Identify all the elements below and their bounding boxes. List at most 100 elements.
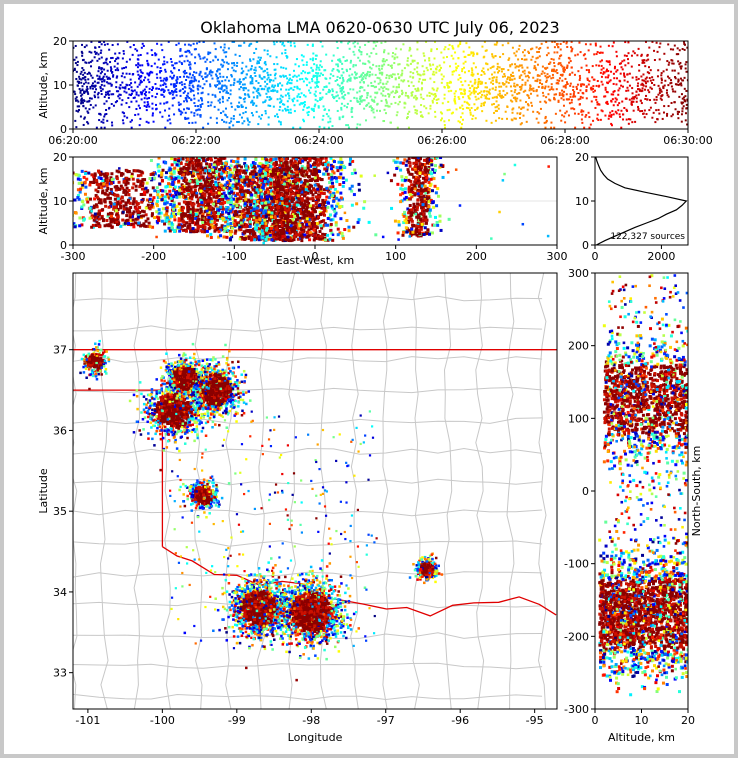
time-height-point bbox=[335, 63, 338, 66]
time-height-point bbox=[482, 56, 485, 59]
time-height-point bbox=[525, 58, 528, 61]
time-height-point bbox=[640, 75, 643, 78]
time-height-point bbox=[398, 63, 401, 66]
time-height-point bbox=[289, 87, 292, 90]
time-height-point bbox=[495, 78, 498, 81]
east-west-point bbox=[195, 192, 199, 196]
time-height-point bbox=[247, 93, 250, 96]
east-west-point bbox=[95, 182, 99, 186]
time-height-point bbox=[117, 90, 120, 93]
east-west-point bbox=[101, 184, 105, 188]
time-height-point bbox=[115, 81, 118, 84]
time-height-point bbox=[332, 68, 335, 71]
time-height-point bbox=[100, 120, 103, 123]
time-height-point bbox=[208, 71, 211, 74]
time-height-point bbox=[607, 70, 610, 73]
time-height-point bbox=[74, 62, 77, 65]
time-height-point bbox=[338, 118, 341, 121]
east-west-point bbox=[213, 220, 217, 224]
east-west-point bbox=[131, 218, 135, 222]
time-height-point bbox=[160, 79, 163, 82]
time-height-point bbox=[290, 79, 293, 82]
time-height-point bbox=[412, 96, 415, 99]
east-west-point bbox=[114, 204, 118, 208]
time-height-point bbox=[316, 72, 319, 75]
east-west-point bbox=[112, 202, 116, 206]
time-height-point bbox=[411, 94, 414, 97]
time-height-point bbox=[267, 123, 270, 126]
east-west-point bbox=[160, 219, 164, 223]
time-height-point bbox=[198, 41, 201, 43]
time-height-point bbox=[323, 86, 326, 89]
time-height-point bbox=[236, 61, 239, 64]
time-height-point bbox=[641, 110, 644, 113]
time-height-point bbox=[312, 108, 315, 111]
time-height-point bbox=[552, 88, 555, 91]
time-height-point bbox=[155, 73, 158, 76]
time-height-point bbox=[375, 52, 378, 55]
time-height-point bbox=[362, 81, 365, 84]
time-height-point bbox=[520, 122, 523, 125]
time-height-point bbox=[589, 43, 592, 46]
east-west-point bbox=[219, 228, 223, 232]
time-height-point bbox=[670, 115, 673, 118]
time-height-point bbox=[632, 97, 635, 100]
time-height-point bbox=[247, 69, 250, 72]
east-west-point bbox=[109, 187, 113, 191]
time-height-point bbox=[359, 95, 362, 98]
time-height-point bbox=[339, 87, 342, 90]
time-height-point bbox=[596, 101, 599, 104]
east-west-point bbox=[106, 196, 110, 200]
time-height-point bbox=[626, 73, 629, 76]
time-height-point bbox=[258, 66, 261, 69]
time-height-point bbox=[445, 55, 448, 58]
time-height-point bbox=[276, 115, 279, 118]
time-height-point bbox=[256, 60, 259, 63]
time-height-point bbox=[398, 100, 401, 103]
east-west-point bbox=[203, 204, 207, 208]
time-height-point bbox=[349, 88, 352, 91]
east-west-point bbox=[257, 178, 261, 182]
east-west-point bbox=[67, 182, 70, 185]
east-west-point bbox=[206, 213, 210, 217]
time-height-point bbox=[270, 97, 273, 100]
east-west-point bbox=[203, 183, 207, 187]
time-height-point bbox=[226, 76, 229, 79]
time-height-point bbox=[397, 63, 400, 66]
time-height-point bbox=[455, 66, 458, 69]
east-west-point bbox=[203, 188, 207, 192]
time-height-point bbox=[457, 78, 460, 81]
time-height-point bbox=[685, 61, 688, 64]
time-height-point bbox=[188, 82, 191, 85]
time-height-point bbox=[238, 88, 241, 91]
east-west-point bbox=[213, 229, 217, 233]
time-height-point bbox=[196, 113, 199, 116]
time-height-point bbox=[168, 107, 171, 110]
time-height-point bbox=[423, 54, 426, 57]
time-height-point bbox=[541, 65, 544, 68]
east-west-point bbox=[235, 221, 239, 225]
time-height-point bbox=[356, 42, 359, 45]
time-height-point bbox=[561, 92, 564, 95]
time-height-point bbox=[189, 44, 192, 47]
time-height-point bbox=[260, 114, 263, 117]
time-height-point bbox=[74, 93, 77, 96]
east-west-point bbox=[115, 222, 119, 226]
east-west-point bbox=[104, 204, 108, 208]
time-height-point bbox=[436, 87, 439, 90]
east-west-point bbox=[80, 223, 84, 227]
time-height-point bbox=[137, 63, 140, 66]
east-west-point bbox=[235, 199, 239, 203]
time-height-point bbox=[293, 97, 296, 100]
east-west-point bbox=[297, 227, 301, 231]
east-west-point bbox=[187, 196, 191, 200]
time-height-point bbox=[219, 46, 222, 49]
east-west-point bbox=[244, 171, 248, 175]
time-height-point bbox=[370, 106, 373, 109]
time-height-point bbox=[440, 119, 443, 122]
time-height-point bbox=[104, 93, 107, 96]
time-height-point bbox=[315, 82, 318, 85]
east-west-point bbox=[170, 225, 174, 229]
time-height-point bbox=[258, 74, 261, 77]
time-height-point bbox=[467, 84, 470, 87]
